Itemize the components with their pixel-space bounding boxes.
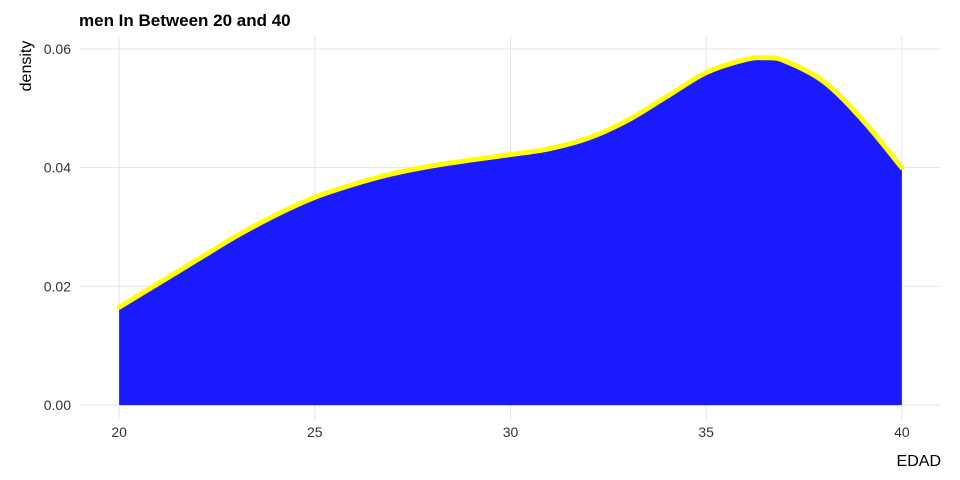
y-axis-ticks: 0.00 0.02 0.04 0.06 bbox=[44, 41, 71, 413]
x-axis-ticks: 20 25 30 35 40 bbox=[111, 424, 910, 440]
x-tick-label: 40 bbox=[894, 424, 910, 440]
x-tick-label: 25 bbox=[307, 424, 323, 440]
x-tick-label: 35 bbox=[698, 424, 714, 440]
x-tick-label: 30 bbox=[503, 424, 519, 440]
y-tick-label: 0.06 bbox=[44, 41, 71, 57]
y-tick-label: 0.04 bbox=[44, 160, 71, 176]
y-tick-label: 0.02 bbox=[44, 278, 71, 294]
plot-area bbox=[116, 55, 905, 406]
y-axis-label: density bbox=[18, 41, 35, 92]
density-area bbox=[119, 57, 902, 406]
x-tick-label: 20 bbox=[111, 424, 127, 440]
y-tick-label: 0.00 bbox=[44, 397, 71, 413]
density-line bbox=[116, 55, 905, 310]
x-axis-label: EDAD bbox=[897, 453, 941, 470]
chart-title: men In Between 20 and 40 bbox=[79, 11, 291, 30]
